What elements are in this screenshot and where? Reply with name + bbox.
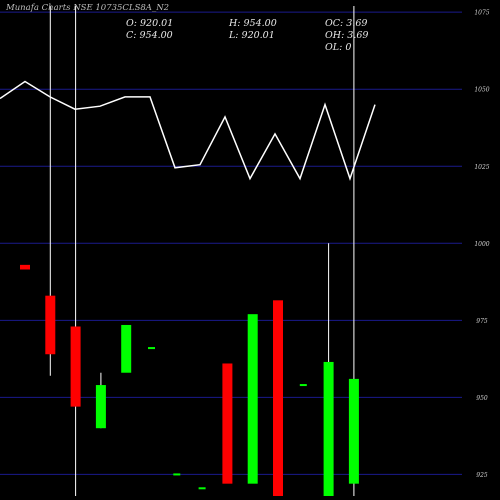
- y-tick-label: 1075: [474, 10, 489, 17]
- ol-value: OL: 0: [325, 42, 351, 53]
- candle: [121, 324, 132, 373]
- y-tick-label: 1000: [474, 241, 489, 248]
- candle-body: [173, 473, 181, 476]
- open-value: O: 920.01: [126, 18, 173, 29]
- close-value: C: 954.00: [126, 30, 173, 41]
- candle-body: [121, 324, 132, 373]
- y-tick-label: 975: [476, 318, 488, 325]
- line-series-path: [0, 80, 376, 181]
- candle-body: [70, 326, 81, 407]
- candle: [173, 473, 181, 476]
- y-tick-label: 1025: [474, 164, 489, 171]
- y-tick-label: 925: [476, 472, 488, 479]
- low-value: L: 920.01: [228, 30, 275, 41]
- high-value: H: 954.00: [228, 18, 277, 29]
- y-tick-label: 950: [476, 395, 488, 402]
- candle: [247, 314, 258, 484]
- candle-body: [148, 347, 155, 350]
- candle-body: [273, 300, 283, 496]
- candle-body: [299, 384, 307, 387]
- chart-title: Munafa Charts NSE 10735CLS8A_N2: [5, 3, 169, 13]
- candle-body: [20, 264, 30, 270]
- candle: [273, 300, 283, 496]
- candle: [148, 347, 155, 350]
- candle: [198, 487, 206, 490]
- oc-value: OC: 3.69: [325, 18, 367, 29]
- candle: [70, 6, 81, 496]
- candle-body: [323, 361, 334, 496]
- candle: [222, 363, 233, 484]
- candle: [323, 243, 334, 496]
- oh-value: OH: 3.69: [325, 30, 368, 41]
- candle: [20, 264, 30, 270]
- candle-body: [222, 363, 233, 484]
- candle-body: [45, 295, 56, 355]
- candle-body: [348, 378, 359, 484]
- candle: [348, 6, 359, 496]
- candle: [95, 372, 106, 429]
- candle-body: [95, 385, 106, 429]
- candle: [299, 384, 307, 387]
- line-series: [0, 80, 376, 181]
- candle-body: [198, 487, 206, 490]
- candle: [45, 6, 56, 376]
- y-axis-ticks: 1075 1050 1025 1000 975 950 925: [474, 10, 489, 479]
- candle-body: [247, 314, 258, 484]
- y-tick-label: 1050: [474, 87, 489, 94]
- candles: [20, 6, 359, 496]
